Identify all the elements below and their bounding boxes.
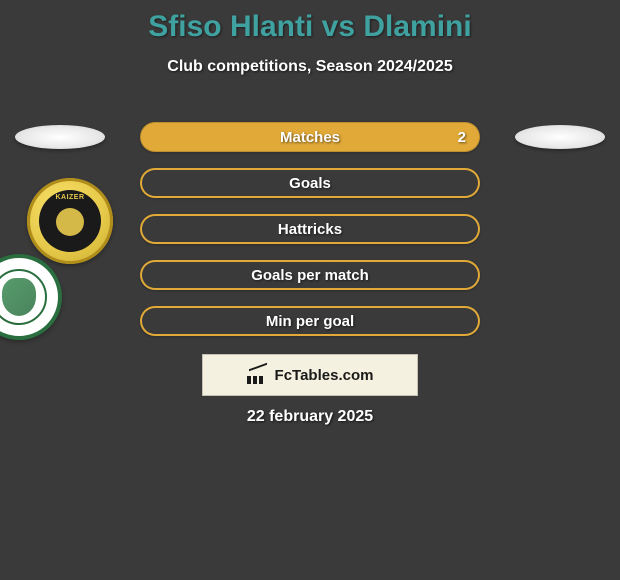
- stat-row-matches: Matches 2: [140, 122, 480, 152]
- branding-text: FcTables.com: [275, 367, 374, 384]
- stat-row-min-per-goal: Min per goal: [140, 306, 480, 336]
- branding-chart-icon: [247, 366, 269, 384]
- stat-row-goals: Goals: [140, 168, 480, 198]
- date-label: 22 february 2025: [0, 408, 620, 426]
- club-badge-left: KAIZER: [27, 178, 113, 264]
- page-title: Sfiso Hlanti vs Dlamini: [0, 0, 620, 44]
- stat-label: Goals: [289, 175, 331, 192]
- club-badge-right-shape: [2, 278, 36, 316]
- stats-panel: Matches 2 Goals Hattricks Goals per matc…: [140, 122, 480, 352]
- stat-row-hattricks: Hattricks: [140, 214, 480, 244]
- subtitle: Club competitions, Season 2024/2025: [0, 58, 620, 76]
- club-badge-right: [0, 254, 62, 340]
- club-badge-left-inner: KAIZER: [39, 190, 101, 252]
- player-placeholder-left: [15, 125, 105, 149]
- infographic-container: Sfiso Hlanti vs Dlamini Club competition…: [0, 0, 620, 580]
- player-placeholder-right: [515, 125, 605, 149]
- stat-label: Hattricks: [278, 221, 342, 238]
- stat-label: Min per goal: [266, 313, 354, 330]
- stat-value-right: 2: [458, 129, 466, 146]
- stat-row-goals-per-match: Goals per match: [140, 260, 480, 290]
- club-badge-right-inner: [0, 269, 47, 325]
- branding-box[interactable]: FcTables.com: [202, 354, 418, 396]
- stat-label: Goals per match: [251, 267, 369, 284]
- stat-label: Matches: [280, 129, 340, 146]
- club-badge-left-text: KAIZER: [55, 194, 84, 202]
